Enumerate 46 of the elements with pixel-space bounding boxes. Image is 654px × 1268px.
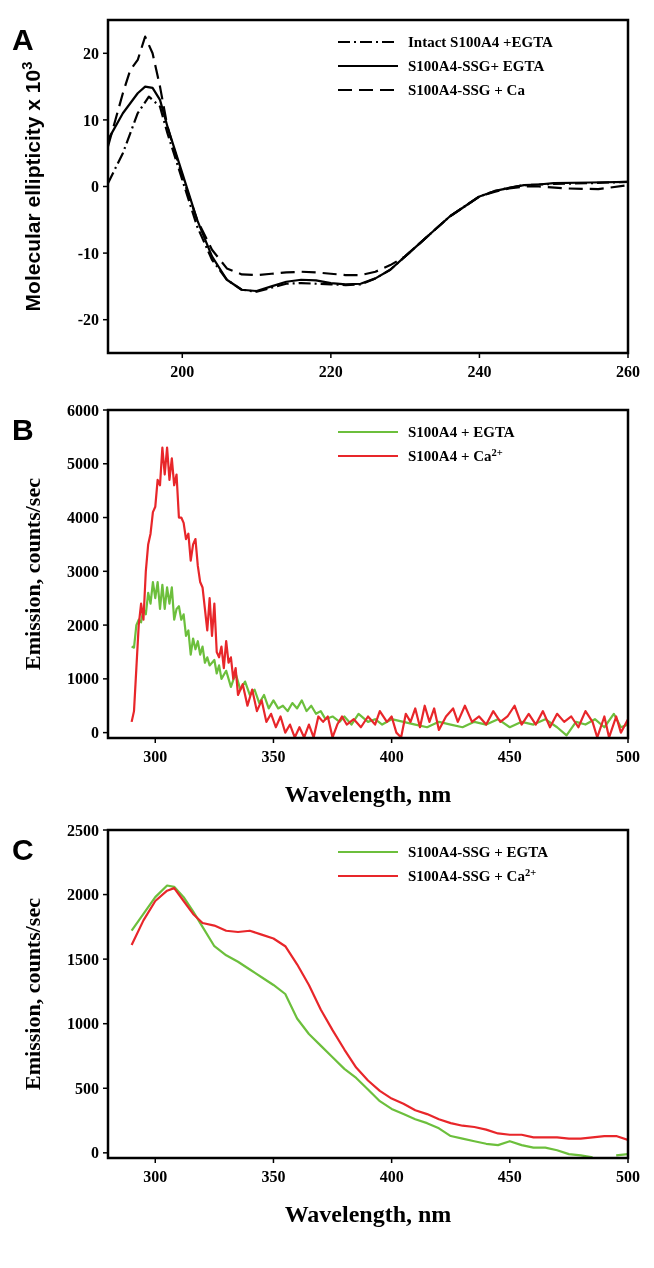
legend-label: S100A4-SSG+ EGTA <box>408 58 545 75</box>
legend-label: Intact S100A4 +EGTA <box>408 34 554 51</box>
x-tick-label: 500 <box>616 748 640 765</box>
y-tick-label: 3000 <box>67 562 99 580</box>
x-tick-label: 300 <box>143 748 168 765</box>
x-tick-label: 220 <box>318 363 343 380</box>
chart-title: C <box>12 833 34 866</box>
y-tick-label: 1500 <box>67 950 99 968</box>
x-tick-label: 450 <box>497 748 522 765</box>
x-tick-label: 350 <box>261 1168 286 1185</box>
y-tick-label: 1000 <box>67 670 99 688</box>
legend-label: S100A4 + Ca$^{2+}$ <box>408 446 503 465</box>
y-tick-label: 1000 <box>67 1015 99 1033</box>
x-tick-label: 400 <box>379 1168 404 1185</box>
x-tick-label: 200 <box>170 363 195 380</box>
y-tick-label: 0 <box>91 178 99 196</box>
y-tick-label: 500 <box>75 1079 99 1097</box>
x-tick-label: 500 <box>616 1168 640 1185</box>
y-axis-title: Emission, counts/sec <box>20 897 45 1090</box>
x-tick-label: 350 <box>261 748 286 765</box>
x-tick-label: 400 <box>379 748 404 765</box>
legend-label: S100A4 + EGTA <box>408 424 515 441</box>
y-tick-label: 2000 <box>67 886 99 904</box>
y-tick-label: 20 <box>83 44 99 62</box>
legend-label: S100A4-SSG + Ca <box>408 82 526 99</box>
x-tick-label: 450 <box>497 1168 522 1185</box>
y-tick-label: 2500 <box>67 821 99 839</box>
y-tick-label: 0 <box>91 724 99 742</box>
x-axis-title: Wavelength, nm <box>284 1201 452 1227</box>
legend-label: S100A4-SSG + Ca$^{2+}$ <box>408 866 537 885</box>
chart-title: A <box>12 23 34 56</box>
x-tick-label: 240 <box>467 363 492 380</box>
y-tick-label: 10 <box>83 111 99 129</box>
y-tick-label: 6000 <box>67 401 99 419</box>
y-tick-label: -10 <box>77 244 99 262</box>
y-tick-label: 2000 <box>67 616 99 634</box>
y-axis-title: Emission, counts/sec <box>20 477 45 670</box>
x-tick-label: 260 <box>616 363 640 380</box>
y-tick-label: 4000 <box>67 509 99 527</box>
x-axis-title: Wavelength, nm <box>284 781 452 807</box>
x-tick-label: 300 <box>143 1168 168 1185</box>
y-tick-label: -20 <box>77 311 99 329</box>
y-tick-label: 0 <box>91 1144 99 1162</box>
legend-label: S100A4-SSG + EGTA <box>408 844 549 861</box>
y-tick-label: 5000 <box>67 455 99 473</box>
chart-title: B <box>12 413 34 446</box>
